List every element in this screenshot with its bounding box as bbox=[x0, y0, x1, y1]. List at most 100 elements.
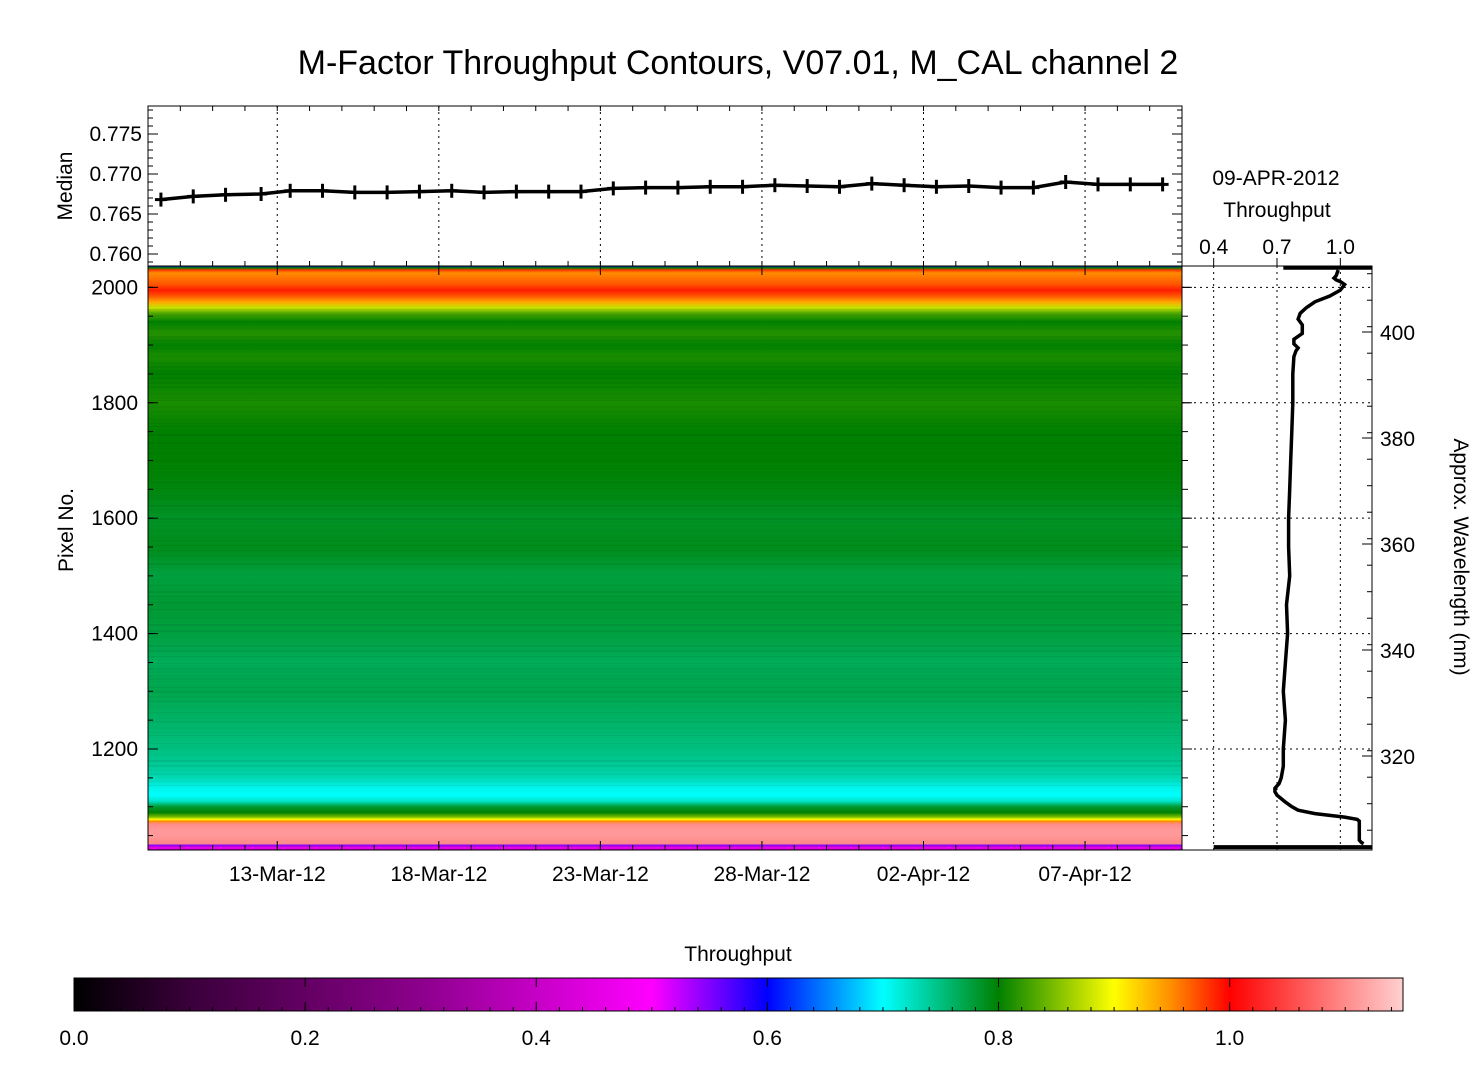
wavelength-tick-label: 380 bbox=[1380, 428, 1415, 451]
heatmap-stripe bbox=[148, 423, 1182, 424]
heatmap-stripe bbox=[148, 765, 1182, 767]
date-x-axis: 13-Mar-12 18-Mar-12 23-Mar-12 28-Mar-12 02-A… bbox=[147, 266, 1183, 886]
median-ylabel: Median bbox=[54, 152, 77, 221]
heatmap-stripe bbox=[148, 540, 1182, 542]
heatmap-stripe bbox=[148, 426, 1182, 427]
heatmap-ylabel: Pixel No. bbox=[55, 488, 78, 572]
colorbar-tick-label: 0.8 bbox=[984, 1027, 1013, 1050]
heatmap-stripe bbox=[148, 521, 1182, 522]
profile-series-line bbox=[1273, 269, 1365, 846]
heatmap-stripe bbox=[148, 773, 1182, 775]
heatmap-stripe bbox=[148, 691, 1182, 693]
heatmap-stripe bbox=[148, 512, 1182, 513]
heatmap-stripe bbox=[148, 309, 1182, 310]
heatmap-stripe bbox=[148, 356, 1182, 357]
heatmap-stripe bbox=[148, 348, 1182, 349]
heatmap-stripe bbox=[148, 393, 1182, 395]
heatmap-stripe bbox=[148, 637, 1182, 638]
heatmap-stripe bbox=[148, 617, 1182, 618]
date-tick-label: 28-Mar-12 bbox=[714, 863, 811, 886]
heatmap-stripe bbox=[148, 663, 1182, 664]
heatmap-stripe bbox=[148, 509, 1182, 511]
wavelength-tick-label: 340 bbox=[1380, 640, 1415, 663]
heatmap-stripe bbox=[148, 411, 1182, 412]
heatmap-stripe bbox=[148, 397, 1182, 398]
heatmap-stripe bbox=[148, 386, 1182, 388]
heatmap-image bbox=[148, 266, 1182, 850]
date-tick-label: 07-Apr-12 bbox=[1038, 863, 1131, 886]
heatmap-stripe bbox=[148, 453, 1182, 454]
median-markers bbox=[154, 175, 1169, 207]
heatmap-stripe bbox=[148, 537, 1182, 538]
heatmap-stripe bbox=[148, 434, 1182, 436]
heatmap-stripe bbox=[148, 712, 1182, 713]
heatmap-stripe bbox=[148, 781, 1182, 782]
heatmap-stripe bbox=[148, 474, 1182, 475]
heatmap-stripe bbox=[148, 735, 1182, 736]
heatmap-stripe bbox=[148, 743, 1182, 744]
heatmap-stripe bbox=[148, 373, 1182, 375]
heatmap-stripe bbox=[148, 333, 1182, 334]
profile-xtick-label: 0.7 bbox=[1262, 236, 1291, 259]
chart-title: M-Factor Throughput Contours, V07.01, M_… bbox=[298, 44, 1179, 82]
heatmap-stripe bbox=[148, 518, 1182, 520]
profile-left-ticks bbox=[1182, 286, 1192, 837]
heatmap-stripe bbox=[148, 696, 1182, 698]
date-tick-label: 02-Apr-12 bbox=[877, 863, 970, 886]
heatmap-stripe bbox=[148, 555, 1182, 557]
heatmap-stripe bbox=[148, 675, 1182, 677]
median-ytick-label: 0.765 bbox=[89, 203, 142, 226]
profile-gridlines bbox=[1182, 266, 1372, 850]
heatmap-ytick-label: 1200 bbox=[91, 738, 138, 761]
heatmap-stripe bbox=[148, 707, 1182, 708]
heatmap-stripe bbox=[148, 591, 1182, 593]
heatmap-stripe bbox=[148, 362, 1182, 364]
heatmap-stripe bbox=[148, 406, 1182, 408]
heatmap-stripe bbox=[148, 488, 1182, 489]
heatmap-stripe bbox=[148, 630, 1182, 632]
heatmap-stripe bbox=[148, 442, 1182, 444]
heatmap-stripe bbox=[148, 468, 1182, 469]
heatmap-stripe bbox=[148, 701, 1182, 702]
date-tick-label: 13-Mar-12 bbox=[229, 863, 326, 886]
heatmap-stripe bbox=[148, 718, 1182, 719]
heatmap-ytick-label: 1800 bbox=[91, 392, 138, 415]
heatmap-stripe bbox=[148, 671, 1182, 673]
heatmap-ytick-label: 2000 bbox=[91, 276, 138, 299]
profile-date: 09-APR-2012 bbox=[1212, 167, 1339, 190]
heatmap-stripe bbox=[148, 530, 1182, 531]
profile-x-axis: 0.4 0.7 1.0 bbox=[1199, 236, 1355, 266]
heatmap-stripe bbox=[148, 656, 1182, 657]
heatmap-stripe bbox=[148, 770, 1182, 771]
heatmap-stripe bbox=[148, 681, 1182, 682]
heatmap-stripe bbox=[148, 760, 1182, 762]
heatmap-stripe bbox=[148, 645, 1182, 647]
heatmap-stripe bbox=[148, 315, 1182, 316]
heatmap-stripe bbox=[148, 678, 1182, 680]
heatmap-stripe bbox=[148, 498, 1182, 499]
profile-panel: 09-APR-2012 Throughput 0.4 0.7 1.0 3203403… bbox=[1181, 167, 1472, 851]
heatmap-stripe bbox=[148, 306, 1182, 307]
median-ytick-label: 0.760 bbox=[89, 243, 142, 266]
heatmap-stripe bbox=[148, 596, 1182, 597]
colorbar-axis: 0.0 0.2 0.4 0.6 0.8 1.0 bbox=[59, 978, 1392, 1050]
date-tick-label: 18-Mar-12 bbox=[390, 863, 487, 886]
median-panel: 0.760 0.765 0.770 0.775 Median bbox=[54, 105, 1183, 267]
profile-xtick-label: 0.4 bbox=[1199, 236, 1229, 259]
heatmap-stripe bbox=[148, 579, 1182, 580]
heatmap-stripe bbox=[148, 505, 1182, 507]
heatmap-stripe bbox=[148, 550, 1182, 551]
heatmap-stripe bbox=[148, 668, 1182, 670]
wavelength-tick-label: 400 bbox=[1380, 322, 1415, 345]
colorbar-tick-label: 0.6 bbox=[753, 1027, 782, 1050]
heatmap-stripe bbox=[148, 727, 1182, 729]
heatmap-stripe bbox=[148, 495, 1182, 497]
heatmap-stripe bbox=[148, 419, 1182, 420]
heatmap-stripe bbox=[148, 448, 1182, 449]
median-series-line bbox=[160, 180, 1163, 202]
heatmap-stripe bbox=[148, 340, 1182, 341]
wavelength-tick-label: 360 bbox=[1380, 534, 1415, 557]
heatmap-stripe bbox=[148, 575, 1182, 576]
